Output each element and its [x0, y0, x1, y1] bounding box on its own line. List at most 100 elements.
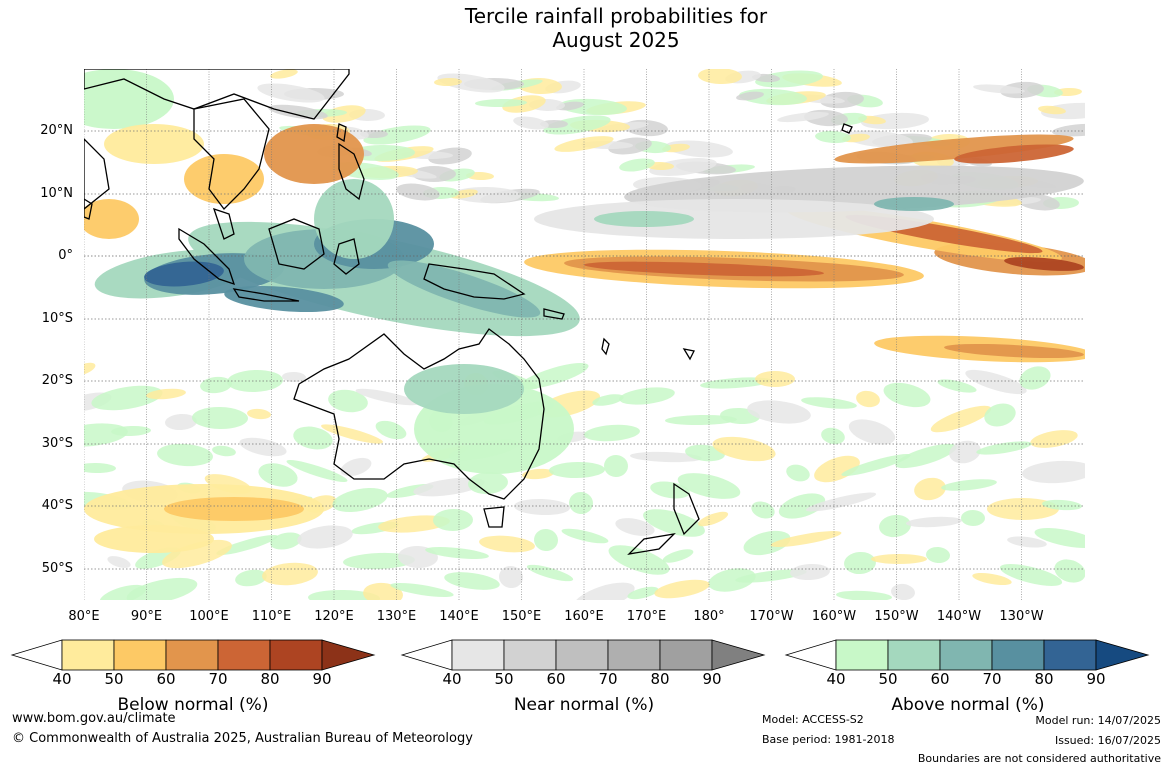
probability-region	[135, 547, 181, 569]
latitude-label: 40°S	[41, 498, 73, 513]
probability-map	[84, 69, 1085, 600]
model-run-date: Model run: 14/07/2025	[1035, 714, 1161, 727]
probability-region	[343, 552, 415, 570]
coastline-shape	[483, 506, 505, 528]
probability-region	[895, 443, 957, 469]
map-canvas	[84, 69, 1085, 600]
title-line-2: August 2025	[552, 28, 680, 52]
model-name: Model: ACCESS-S2	[762, 713, 864, 726]
coastline-shape	[212, 207, 235, 240]
colorbar-tick-label: 80	[1034, 670, 1054, 688]
probability-region	[270, 532, 302, 550]
colorbar-tick-label: 50	[878, 670, 898, 688]
probability-region	[619, 387, 675, 405]
probability-region	[834, 134, 1074, 164]
probability-region	[747, 400, 811, 424]
probability-region	[874, 197, 954, 211]
probability-region	[999, 564, 1063, 586]
probability-region	[514, 498, 570, 516]
probability-region	[375, 420, 407, 440]
colorbar-tick-label: 50	[104, 670, 124, 688]
probability-region	[84, 462, 116, 474]
probability-region	[332, 487, 388, 513]
probability-region	[712, 436, 776, 462]
probability-region	[786, 464, 810, 482]
probability-region	[965, 369, 1027, 395]
longitude-label: 180°	[693, 609, 725, 624]
website-link[interactable]: www.bom.gov.au/climate	[12, 711, 176, 726]
probability-region	[973, 84, 1025, 94]
probability-region	[972, 572, 1012, 586]
coastlines	[84, 69, 853, 555]
colorbar-segment	[1043, 639, 1097, 671]
probability-region	[608, 545, 670, 575]
probability-region	[643, 509, 705, 537]
probability-region	[164, 497, 304, 521]
probability-region	[91, 385, 163, 411]
probability-region	[1054, 559, 1085, 583]
coastline-shape	[841, 123, 853, 134]
colorbar-min-arrow	[10, 639, 63, 671]
coastline-shape	[178, 227, 236, 286]
probability-region	[777, 111, 829, 123]
issued-date: Issued: 16/07/2025	[1054, 734, 1161, 747]
colorbar-tick-label: 60	[156, 670, 176, 688]
colorbar-max-arrow	[711, 639, 766, 671]
probability-region	[363, 125, 431, 145]
longitude-label: 80°E	[68, 609, 100, 624]
probability-region	[434, 77, 462, 87]
latitude-label: 30°S	[41, 436, 73, 451]
probability-region	[569, 491, 593, 515]
probability-region	[654, 579, 710, 599]
colorbar-above	[784, 639, 1150, 671]
probability-region	[84, 362, 96, 376]
probability-region	[573, 582, 635, 600]
probability-region	[286, 460, 348, 482]
colorbar-tick-label: 40	[442, 670, 462, 688]
probability-region	[697, 511, 729, 527]
probability-region	[1004, 257, 1084, 271]
probability-region	[930, 405, 992, 433]
colorbar-near	[400, 639, 766, 671]
probability-region	[111, 425, 151, 437]
probability-region	[743, 530, 791, 556]
probability-region	[526, 564, 574, 582]
probability-region	[268, 104, 328, 120]
probability-region	[615, 518, 655, 536]
longitude-label: 170°W	[749, 609, 794, 624]
probability-region	[790, 563, 830, 581]
colorbar-tick-label: 90	[1086, 670, 1106, 688]
probability-region	[848, 419, 896, 445]
probability-region	[662, 549, 694, 563]
probability-region	[619, 158, 655, 172]
colorbar-segment	[939, 639, 993, 671]
coastline-shape	[84, 69, 350, 120]
coastline-shape	[601, 337, 610, 356]
colorbar-segment	[217, 639, 271, 671]
coastline-shape	[293, 328, 545, 500]
probability-region	[604, 454, 628, 478]
colorbar-segment	[165, 639, 219, 671]
probability-region	[801, 397, 857, 409]
probability-region	[479, 535, 535, 553]
probability-region	[685, 444, 725, 462]
probability-region	[314, 179, 394, 259]
colorbar-tick-label: 50	[494, 670, 514, 688]
legend-below-title: Below normal (%)	[117, 695, 269, 715]
probability-region	[821, 427, 845, 445]
longitude-label: 100°E	[189, 609, 229, 624]
coastline-shape	[268, 218, 325, 270]
longitude-label: 150°E	[501, 609, 542, 624]
probability-region	[499, 565, 523, 589]
probability-region	[879, 514, 911, 538]
latitude-label: 20°N	[40, 123, 73, 138]
probability-region	[926, 546, 950, 564]
colorbar-tick-label: 40	[52, 670, 72, 688]
probability-region	[755, 70, 823, 88]
coastline-shape	[423, 263, 526, 300]
probability-region	[227, 369, 283, 393]
probability-region	[1030, 430, 1078, 448]
probability-region	[841, 453, 911, 477]
probability-region	[941, 479, 997, 491]
probability-region	[891, 583, 915, 600]
